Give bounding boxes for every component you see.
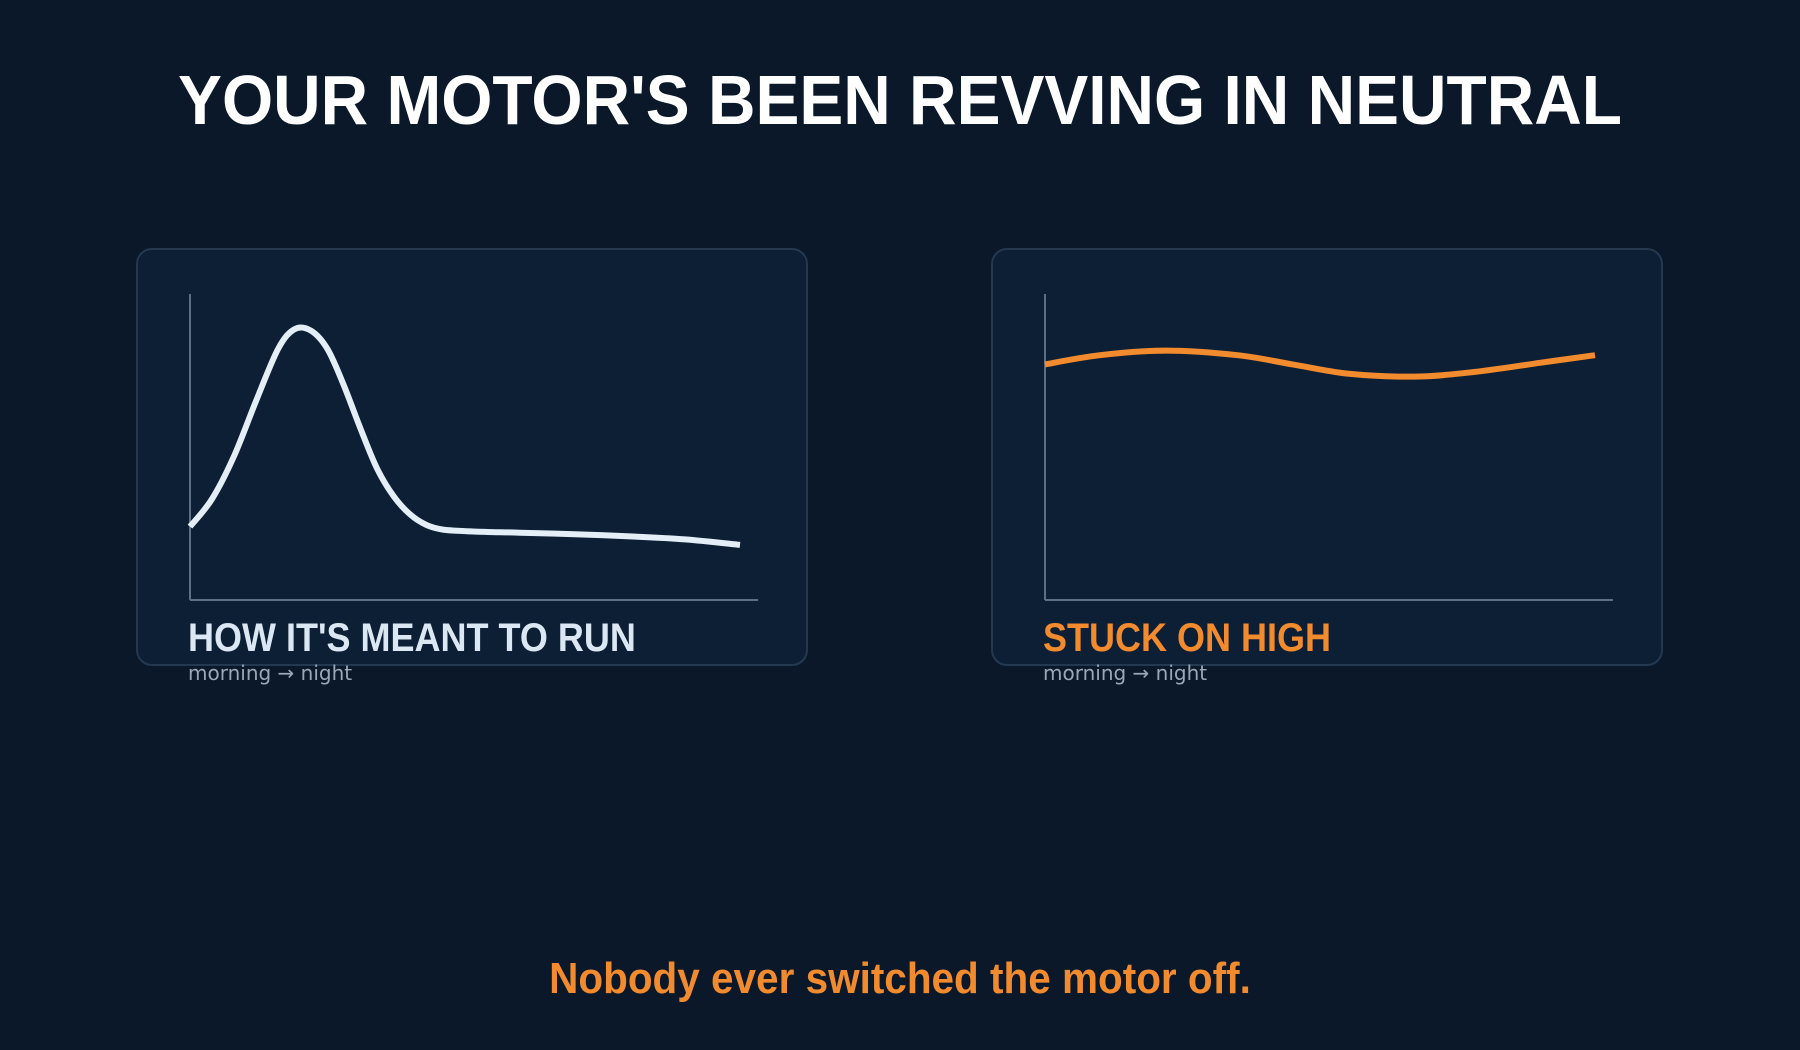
chart-panel-stuck	[991, 248, 1663, 666]
chart-stuck	[1044, 294, 1613, 601]
chart-panel-normal	[136, 248, 808, 666]
chart-title-normal: HOW IT'S MEANT TO RUN	[188, 616, 636, 660]
footer-caption: Nobody ever switched the motor off.	[549, 954, 1251, 1003]
chart-xlabel-normal: morning → night	[188, 661, 353, 685]
series-line-stuck	[1044, 347, 1596, 380]
chart-normal	[187, 294, 758, 601]
chart-title-stuck: STUCK ON HIGH	[1043, 616, 1331, 660]
series-line-normal	[187, 324, 741, 548]
chart-xlabel-stuck: morning → night	[1043, 661, 1208, 685]
page-title: YOUR MOTOR'S BEEN REVVING IN NEUTRAL	[178, 61, 1622, 139]
